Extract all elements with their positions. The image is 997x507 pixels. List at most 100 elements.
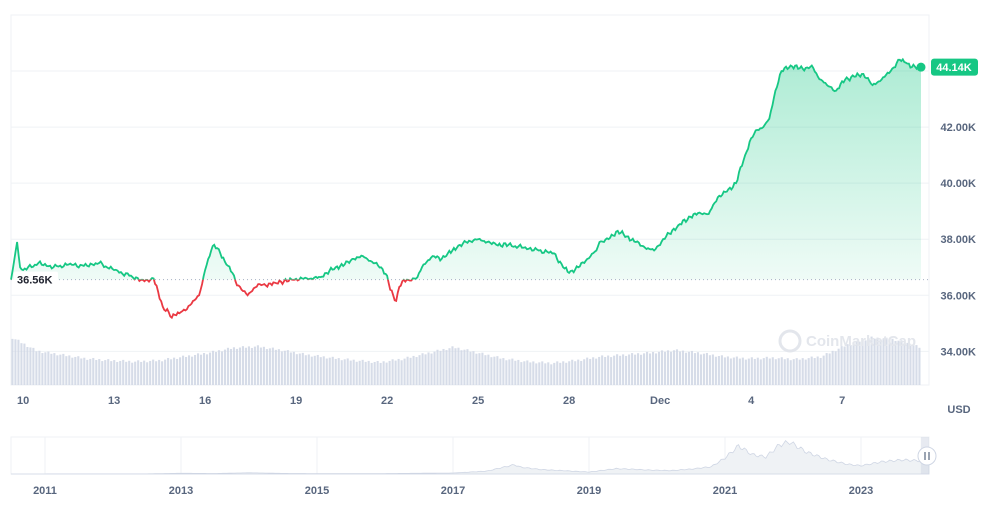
- x-tick-label: 28: [563, 395, 575, 407]
- volume-bar: [167, 357, 170, 385]
- volume-bar: [149, 360, 152, 385]
- price-line-above-open: [10, 57, 922, 280]
- y-tick-label: 42.00K: [941, 122, 977, 134]
- volume-bar: [595, 358, 598, 385]
- volume-bar: [316, 354, 319, 385]
- volume-bar: [382, 361, 385, 385]
- volume-bar: [424, 354, 427, 385]
- volume-bar: [580, 360, 583, 385]
- volume-bar: [418, 355, 421, 385]
- volume-bar: [864, 340, 867, 385]
- navigator-handle[interactable]: [917, 446, 937, 466]
- volume-bar: [628, 354, 631, 385]
- volume-bar: [822, 355, 825, 385]
- volume-bar: [185, 356, 188, 385]
- navigator-year-label: 2017: [441, 485, 465, 497]
- volume-bar: [373, 361, 376, 385]
- volume-bar: [29, 347, 32, 385]
- volume-bar: [50, 353, 53, 385]
- volume-bar: [205, 354, 209, 385]
- volume-bar: [277, 349, 280, 385]
- volume-bar: [14, 339, 17, 385]
- volume-bar: [439, 350, 442, 385]
- volume-bar: [47, 351, 50, 385]
- volume-bar: [885, 337, 888, 385]
- volume-bar: [747, 358, 750, 385]
- volume-bar: [774, 359, 777, 385]
- volume-bar: [586, 357, 589, 385]
- volume-bar: [101, 361, 104, 385]
- volume-bar: [328, 357, 331, 385]
- volume-bar: [98, 359, 101, 385]
- x-tick-label: Dec: [650, 395, 670, 407]
- range-navigator[interactable]: 2011 2013 2015 2017 2019 2021 2023: [10, 436, 937, 497]
- volume-bar: [445, 350, 448, 385]
- volume-bar: [232, 347, 236, 385]
- volume-bar: [598, 356, 601, 385]
- volume-bar: [409, 357, 412, 385]
- volume-bar: [708, 355, 711, 385]
- volume-bar: [188, 355, 191, 385]
- volume-bar: [900, 340, 903, 385]
- volume-bar: [238, 347, 241, 385]
- volume-bar: [352, 359, 355, 385]
- volume-bar: [798, 359, 801, 385]
- volume-bar: [607, 355, 610, 385]
- volume-bar: [62, 353, 65, 385]
- volume-bar: [41, 353, 44, 385]
- volume-bar: [86, 359, 89, 385]
- volume-bar: [574, 361, 577, 385]
- volume-bar: [125, 361, 128, 385]
- volume-bar: [110, 361, 113, 385]
- volume-bar: [196, 353, 200, 385]
- volume-bar: [801, 358, 804, 385]
- volume-bar: [657, 351, 661, 385]
- volume-bar: [140, 361, 143, 385]
- volume-bar: [520, 362, 523, 385]
- volume-bar: [526, 360, 529, 385]
- volume-bar: [433, 351, 436, 385]
- volume-bar: [17, 339, 20, 385]
- volume-bar: [250, 347, 253, 385]
- price-line-below-open: [11, 279, 417, 320]
- volume-bar: [451, 346, 454, 385]
- volume-bar: [846, 344, 849, 385]
- volume-bar: [71, 357, 74, 385]
- volume-bar: [448, 348, 451, 385]
- volume-bar: [247, 346, 250, 385]
- volume-bar: [77, 356, 80, 385]
- volume-bar: [343, 359, 346, 385]
- volume-bar: [729, 358, 732, 385]
- volume-bar: [876, 337, 879, 385]
- volume-bar: [466, 349, 469, 385]
- volume-bar: [475, 353, 478, 385]
- volume-bar: [116, 362, 119, 385]
- volume-bar: [625, 355, 628, 385]
- volume-bar: [478, 353, 481, 385]
- volume-bar: [211, 350, 215, 385]
- volume-bar: [562, 361, 565, 385]
- volume-bar: [301, 352, 304, 385]
- volume-bar: [430, 353, 433, 385]
- open-price-value: 36.56K: [17, 275, 53, 287]
- volume-bar: [717, 356, 720, 385]
- volume-bar: [490, 357, 493, 385]
- watermark-logo-icon: [778, 329, 802, 353]
- volume-bar: [654, 353, 658, 385]
- volume-bar: [104, 360, 107, 385]
- volume-bar: [702, 353, 705, 385]
- volume-bar: [651, 351, 655, 385]
- y-axis-ticks: 34.00K 36.00K 38.00K 40.00K 42.00K: [941, 122, 977, 358]
- volume-bar: [831, 350, 834, 385]
- volume-bar: [367, 360, 370, 385]
- volume-bar: [672, 350, 676, 385]
- volume-bar: [538, 362, 541, 385]
- volume-bar: [226, 347, 230, 385]
- volume-bar: [44, 352, 47, 385]
- volume-bar: [385, 362, 388, 385]
- volume-bar: [331, 356, 334, 385]
- volume-bar: [556, 361, 559, 385]
- volume-bar: [280, 351, 283, 385]
- volume-bar: [583, 359, 586, 385]
